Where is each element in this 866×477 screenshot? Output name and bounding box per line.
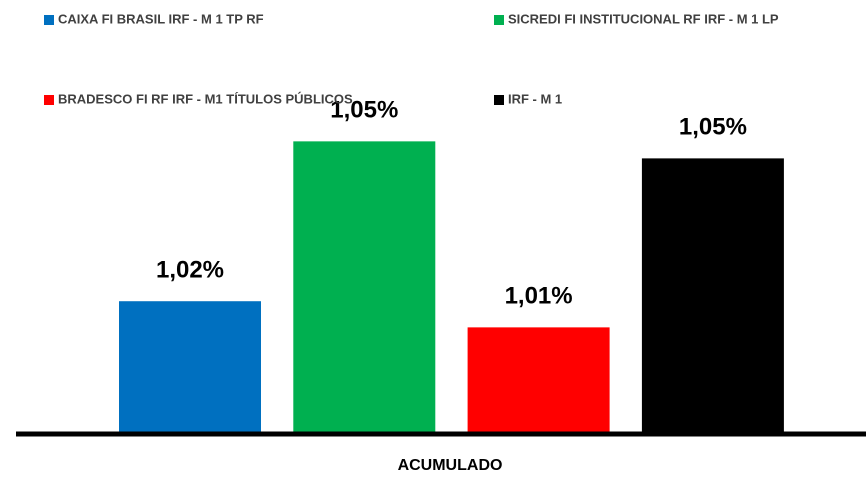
data-label: 1,02% bbox=[156, 257, 224, 284]
data-label: 1,01% bbox=[505, 283, 573, 310]
legend-label: SICREDI FI INSTITUCIONAL RF IRF - M 1 LP bbox=[508, 11, 779, 26]
data-label: 1,05% bbox=[679, 114, 747, 141]
x-tick-label: ACUMULADO bbox=[398, 457, 503, 474]
legend-swatch bbox=[44, 15, 54, 25]
legend-swatch bbox=[494, 95, 504, 105]
bar bbox=[293, 141, 436, 432]
legend-label: IRF - M 1 bbox=[508, 91, 562, 106]
legend-label: BRADESCO FI RF IRF - M1 TÍTULOS PÚBLICOS bbox=[58, 91, 353, 106]
bar bbox=[467, 327, 610, 432]
legend-label: CAIXA FI BRASIL IRF - M 1 TP RF bbox=[58, 11, 264, 26]
bar bbox=[119, 301, 261, 432]
legend-swatch bbox=[494, 15, 504, 25]
bar bbox=[641, 158, 784, 432]
legend-swatch bbox=[44, 95, 54, 105]
data-label: 1,05% bbox=[330, 97, 398, 124]
